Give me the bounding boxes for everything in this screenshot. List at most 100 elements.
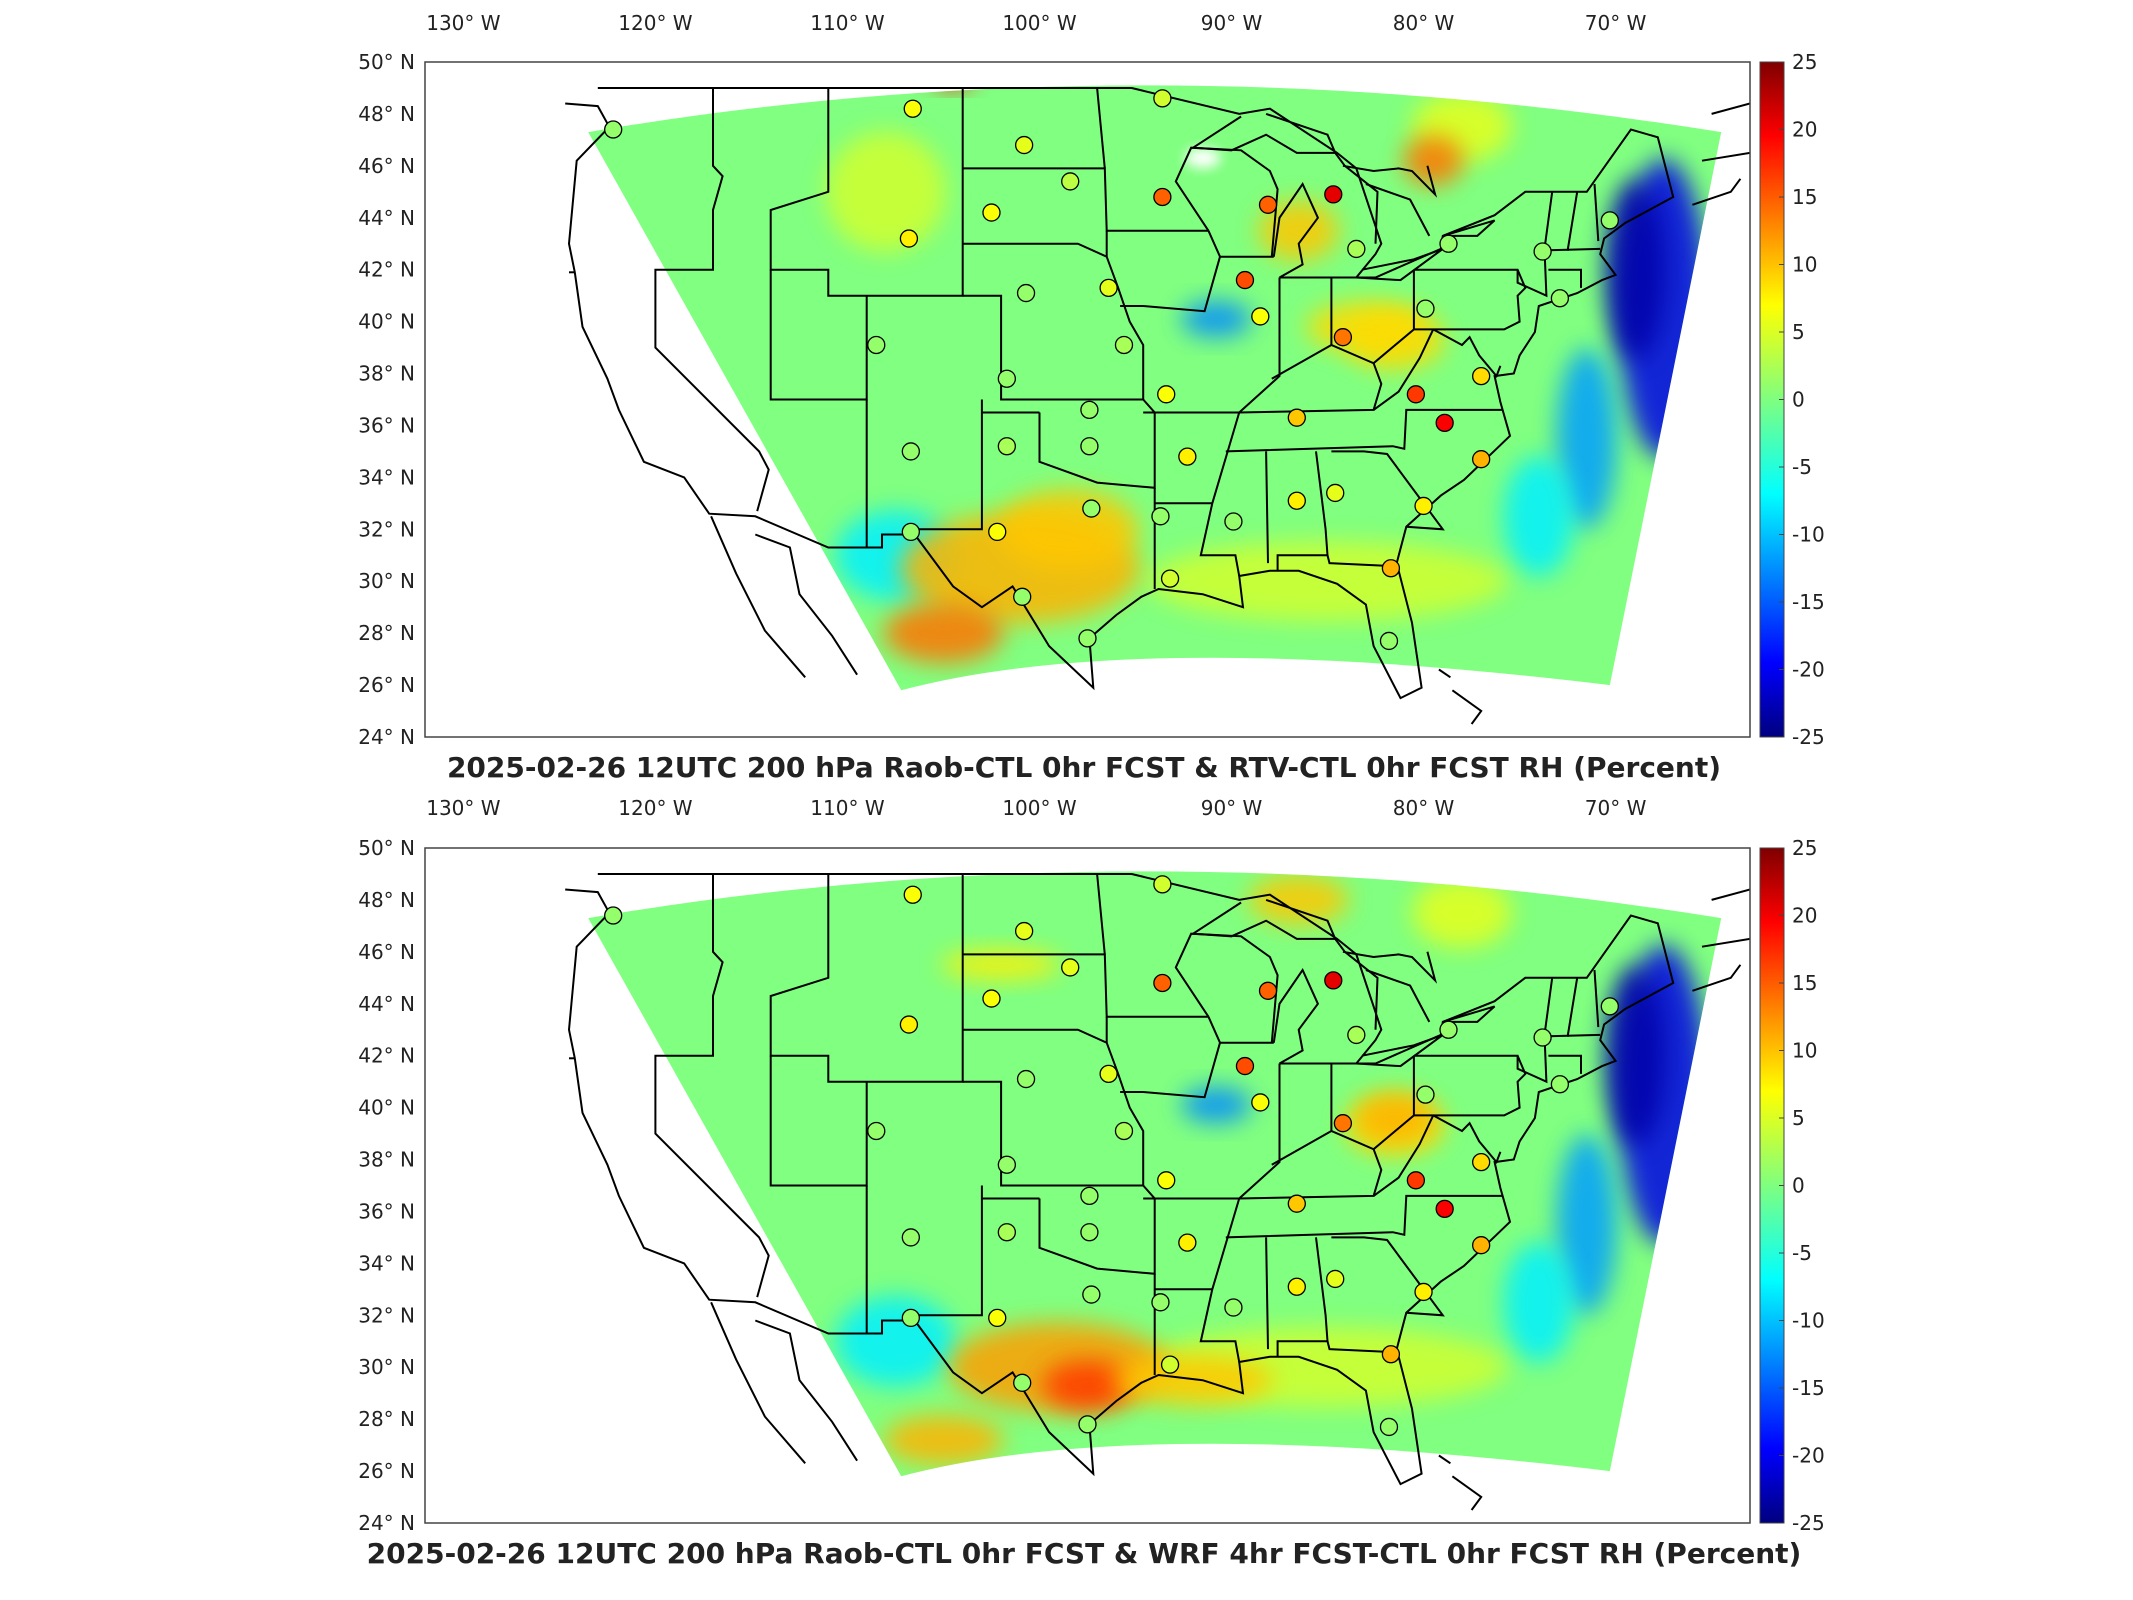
latitude-tick-label: 42° N	[358, 1044, 415, 1068]
raob-station-marker	[1224, 1298, 1243, 1317]
longitude-tick-label: 100° W	[1002, 11, 1077, 35]
raob-station-marker	[1287, 1277, 1306, 1296]
latitude-tick-label: 36° N	[358, 1199, 415, 1223]
raob-station-marker	[1016, 1069, 1036, 1089]
raob-station-marker	[1080, 1186, 1099, 1206]
raob-station-marker	[1287, 1194, 1306, 1213]
colorbar-tick-label: -15	[1792, 1376, 1825, 1400]
colorbar-tick-label: -25	[1792, 1511, 1825, 1535]
latitude-tick-label: 46° N	[358, 154, 415, 178]
colorbar-tick-label: 0	[1792, 388, 1805, 412]
latitude-tick-label: 50° N	[358, 836, 415, 860]
longitude-tick-label: 90° W	[1201, 11, 1263, 35]
map-axes-frame	[424, 847, 1751, 1524]
longitude-tick-label: 130° W	[426, 796, 501, 820]
map-boundaries	[565, 873, 1750, 1511]
raob-station-marker	[997, 437, 1016, 456]
longitude-tick-label: 130° W	[426, 11, 501, 35]
raob-station-marker	[1114, 1121, 1134, 1141]
latitude-tick-label: 38° N	[358, 362, 415, 386]
raob-station-marker	[982, 203, 1001, 222]
latitude-tick-label: 34° N	[358, 465, 415, 489]
colorbar-tick-label: 15	[1792, 971, 1817, 995]
colorbar-tick-label: 15	[1792, 185, 1817, 209]
colorbar-tick-label: -5	[1792, 455, 1812, 479]
raob-station-marker	[1099, 278, 1118, 298]
rh-difference-shading	[835, 874, 1709, 1465]
colorbar-tick-label: -10	[1792, 523, 1825, 547]
latitude-tick-label: 32° N	[358, 517, 415, 541]
raob-station-marker	[1333, 1114, 1353, 1133]
latitude-tick-label: 30° N	[358, 569, 415, 593]
raob-station-marker	[1078, 1415, 1097, 1434]
colorbar-tick-label: -15	[1792, 590, 1825, 614]
raob-station-marker	[867, 335, 886, 355]
colorbar-tick-label: 20	[1792, 904, 1817, 928]
longitude-tick-label: 70° W	[1585, 796, 1647, 820]
panel-top-title: 2025-02-26 12UTC 200 hPa Raob-CTL 0hr FC…	[447, 751, 1721, 784]
latitude-tick-label: 46° N	[358, 940, 415, 964]
raob-station-marker	[1550, 289, 1570, 308]
raob-station-marker	[1326, 483, 1345, 503]
raob-station-marker	[1472, 1152, 1491, 1172]
raob-stations	[604, 89, 1619, 651]
raob-station-marker	[1550, 1075, 1570, 1094]
latitude-tick-label: 24° N	[358, 725, 415, 749]
raob-station-marker	[1379, 1417, 1399, 1437]
raob-station-marker	[1439, 1020, 1458, 1039]
raob-station-marker	[867, 1121, 886, 1141]
raob-stations	[604, 875, 1619, 1437]
raob-station-marker	[1287, 408, 1306, 427]
colorbar-tick-label: 25	[1792, 50, 1817, 74]
raob-station-marker	[1082, 499, 1101, 518]
raob-station-marker	[901, 442, 920, 461]
latitude-tick-label: 48° N	[358, 888, 415, 912]
raob-station-marker	[1324, 971, 1343, 990]
latitude-tick-label: 48° N	[358, 102, 415, 126]
raob-station-marker	[997, 369, 1016, 388]
raob-station-marker	[982, 989, 1001, 1008]
raob-station-marker	[1472, 366, 1491, 386]
latitude-tick-label: 28° N	[358, 621, 415, 645]
raob-station-marker	[899, 1015, 919, 1034]
raob-station-marker	[1114, 335, 1134, 355]
raob-station-marker	[1406, 1171, 1426, 1190]
raob-station-marker	[1287, 491, 1306, 510]
raob-station-marker	[1080, 1223, 1099, 1242]
raob-station-marker	[1258, 981, 1278, 1000]
raob-station-marker	[1153, 187, 1172, 207]
raob-station-marker	[1080, 437, 1099, 456]
raob-station-marker	[1151, 1293, 1170, 1312]
raob-station-marker	[1235, 1056, 1255, 1076]
raob-station-marker	[1600, 997, 1619, 1016]
panel-bottom: 130° W 120° W 110° W 100° W 90° W 80° W 70° W 5…	[358, 796, 1824, 1535]
raob-station-marker	[1435, 413, 1454, 433]
raob-station-marker	[1414, 1282, 1433, 1302]
colorbar-tick-label: -10	[1792, 1309, 1825, 1333]
raob-station-marker	[1013, 1373, 1032, 1392]
raob-station-marker	[1153, 875, 1172, 894]
panel-bottom-title: 2025-02-26 12UTC 200 hPa Raob-CTL 0hr FC…	[367, 1537, 1802, 1570]
raob-station-marker	[1157, 1171, 1176, 1190]
latitude-tick-label: 44° N	[358, 992, 415, 1016]
raob-station-marker	[901, 522, 920, 542]
raob-station-marker	[1439, 234, 1458, 253]
map-boundaries	[565, 87, 1750, 725]
raob-station-marker	[1235, 270, 1255, 290]
raob-station-marker	[997, 1223, 1016, 1242]
raob-station-marker	[604, 120, 623, 139]
latitude-tick-label: 36° N	[358, 413, 415, 437]
longitude-tick-label: 120° W	[618, 796, 693, 820]
raob-station-marker	[1080, 400, 1099, 420]
colorbar-tick-label: 5	[1792, 320, 1805, 344]
raob-station-marker	[1379, 631, 1399, 651]
rh-difference-shading	[825, 85, 1709, 664]
raob-station-marker	[997, 1155, 1016, 1174]
map-axes-frame	[424, 61, 1751, 738]
raob-station-marker	[1153, 973, 1172, 993]
longitude-tick-label: 70° W	[1585, 11, 1647, 35]
raob-station-marker	[1414, 496, 1433, 516]
raob-station-marker	[1406, 385, 1426, 404]
latitude-tick-label: 26° N	[358, 673, 415, 697]
raob-station-marker	[901, 1308, 920, 1328]
